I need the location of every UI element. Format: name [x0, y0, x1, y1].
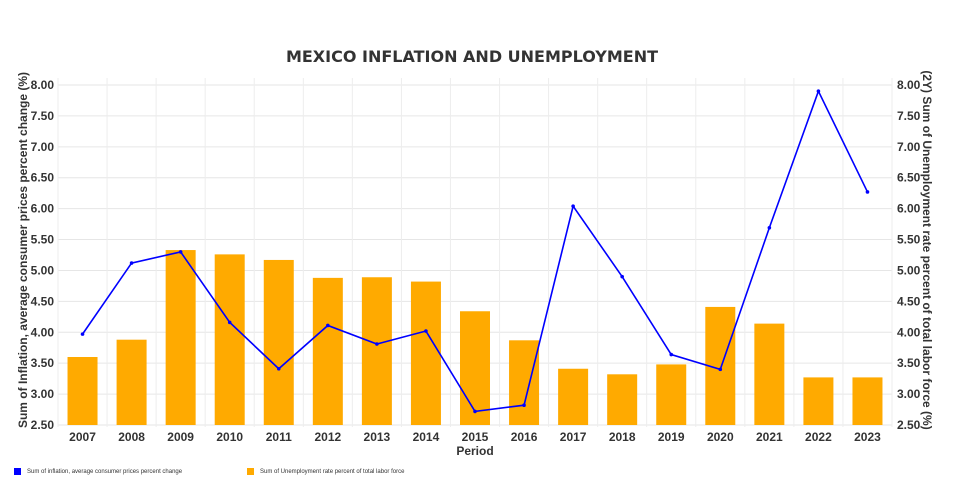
x-tick-2022: 2022 — [805, 430, 832, 444]
y-tick-left: 8.00 — [31, 78, 55, 92]
point-2012[interactable] — [326, 323, 330, 328]
y-tick-right: 3.00 — [897, 387, 921, 401]
x-tick-2010: 2010 — [216, 430, 243, 444]
legend-label-unemployment: Sum of Unemployment rate percent of tota… — [260, 468, 405, 475]
point-2010[interactable] — [227, 320, 232, 325]
y-tick-right: 2.50 — [897, 418, 921, 432]
y-tick-right: 5.50 — [897, 233, 921, 247]
point-2011[interactable] — [276, 366, 281, 371]
x-axis-ticks: 2007 2008 2009 2010 2011 2012 2013 2014 2015 2016… — [69, 430, 881, 444]
y-tick-right: 3.50 — [897, 356, 921, 370]
point-2019[interactable] — [669, 352, 674, 357]
y-axis-right-ticks: 2.50 3.00 3.50 4.00 4.50 5.00 5.50 6.00 6.50 7.00… — [897, 78, 921, 432]
x-tick-2012: 2012 — [314, 430, 341, 444]
x-tick-2020: 2020 — [707, 430, 734, 444]
legend-swatch-unemployment — [247, 468, 254, 475]
bar-2022[interactable] — [803, 377, 834, 425]
x-tick-2021: 2021 — [756, 430, 783, 444]
y-tick-right: 4.50 — [897, 294, 921, 308]
chart-title: MEXICO INFLATION AND UNEMPLOYMENT — [286, 47, 658, 66]
bar-2007[interactable] — [67, 357, 98, 425]
y-tick-right: 5.00 — [897, 263, 921, 277]
y-tick-left: 7.00 — [31, 140, 55, 154]
y-tick-left: 3.00 — [31, 387, 55, 401]
y-tick-right: 6.00 — [897, 202, 921, 216]
x-tick-2011: 2011 — [266, 430, 292, 444]
bar-2015[interactable] — [460, 311, 490, 425]
y-tick-left: 5.00 — [31, 263, 55, 277]
point-2022[interactable] — [816, 89, 821, 93]
x-tick-2007: 2007 — [69, 430, 96, 444]
x-tick-2014: 2014 — [413, 430, 440, 444]
y-tick-right: 6.50 — [897, 171, 921, 185]
bar-2016[interactable] — [509, 340, 540, 425]
y-tick-left: 3.50 — [31, 356, 55, 370]
bar-2017[interactable] — [558, 368, 589, 425]
bar-2012[interactable] — [312, 277, 343, 425]
bar-2010[interactable] — [214, 254, 245, 425]
bar-2021[interactable] — [754, 323, 785, 425]
point-2014[interactable] — [424, 329, 428, 333]
bar-2023[interactable] — [852, 377, 883, 425]
bar-2013[interactable] — [361, 277, 392, 425]
bar-2011[interactable] — [263, 259, 294, 425]
x-tick-2016: 2016 — [511, 430, 538, 444]
bar-2009[interactable] — [165, 250, 196, 425]
point-2020[interactable] — [718, 367, 723, 372]
legend-label-inflation: Sum of inflation, average consumer price… — [27, 468, 183, 475]
y-tick-right: 4.00 — [897, 325, 921, 339]
legend-swatch-inflation — [14, 468, 21, 475]
bar-2008[interactable] — [116, 339, 147, 425]
point-2007[interactable] — [80, 332, 85, 336]
y-tick-right: 7.00 — [897, 140, 921, 154]
gridlines — [57, 78, 893, 427]
bar-2019[interactable] — [656, 364, 687, 425]
bar-2018[interactable] — [607, 374, 638, 425]
point-2021[interactable] — [767, 226, 772, 230]
point-2023[interactable] — [865, 190, 870, 194]
point-2013[interactable] — [375, 342, 379, 346]
line-series — [80, 89, 870, 414]
legend-item-unemployment[interactable]: Sum of Unemployment rate percent of tota… — [247, 468, 404, 475]
x-tick-2008: 2008 — [118, 430, 145, 444]
x-tick-2023: 2023 — [854, 430, 881, 444]
y-tick-right: 8.00 — [897, 78, 921, 92]
point-2016[interactable] — [522, 403, 526, 408]
bar-series — [67, 250, 883, 425]
point-2015[interactable] — [473, 409, 477, 414]
y-axis-left-ticks: 2.50 3.00 3.50 4.00 4.50 5.00 5.50 6.00 6.50 7.00… — [31, 78, 55, 432]
y-tick-left: 4.00 — [31, 325, 55, 339]
point-2009[interactable] — [178, 250, 183, 254]
y-tick-left: 4.50 — [31, 294, 55, 308]
y-tick-left: 6.50 — [31, 171, 55, 185]
y-axis-right-label: (2Y) Sum of Unemployment rate percent of… — [920, 70, 934, 429]
y-axis-left-label: Sum of Inflation, average consumer price… — [16, 72, 30, 428]
bar-2014[interactable] — [410, 281, 441, 425]
y-tick-left: 6.00 — [31, 202, 55, 216]
point-2008[interactable] — [129, 261, 134, 265]
y-tick-left: 5.50 — [31, 233, 55, 247]
y-tick-left: 7.50 — [31, 109, 55, 123]
x-tick-2009: 2009 — [167, 430, 194, 444]
y-tick-right: 7.50 — [897, 109, 921, 123]
x-tick-2017: 2017 — [560, 430, 587, 444]
x-tick-2019: 2019 — [658, 430, 685, 444]
x-axis-label: Period — [456, 444, 493, 458]
point-2017[interactable] — [571, 204, 575, 208]
x-tick-2015: 2015 — [462, 430, 489, 444]
y-tick-left: 2.50 — [31, 418, 55, 432]
x-tick-2018: 2018 — [609, 430, 636, 444]
legend-item-inflation[interactable]: Sum of inflation, average consumer price… — [14, 468, 182, 475]
point-2018[interactable] — [620, 274, 624, 279]
x-tick-2013: 2013 — [364, 430, 391, 444]
